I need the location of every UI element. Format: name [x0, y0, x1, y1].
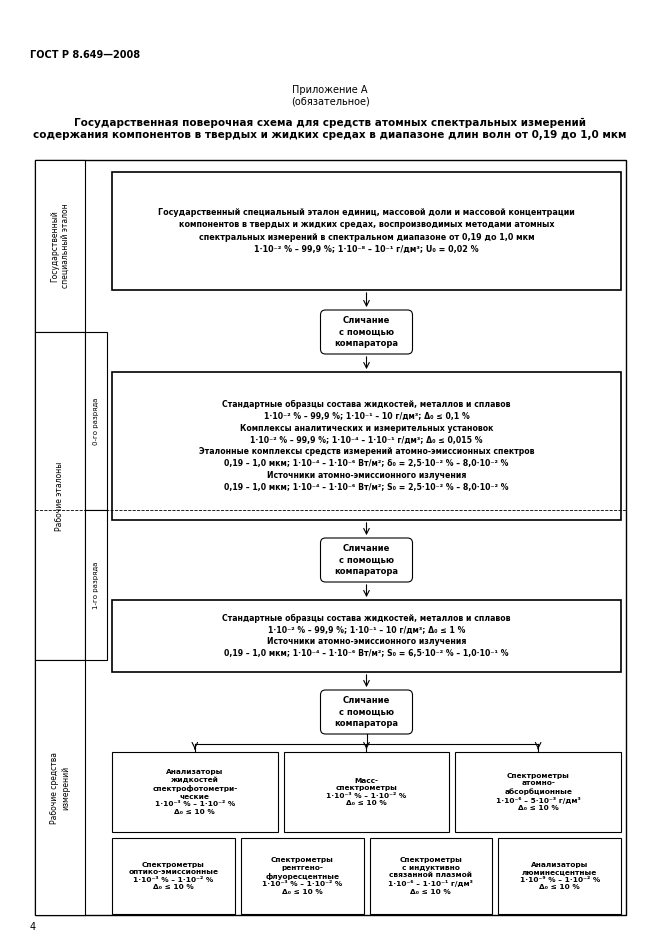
Text: Сличание
с помощью
компаратора: Сличание с помощью компаратора — [334, 316, 399, 347]
Bar — [35, 332, 85, 660]
Text: Спектрометры
с индуктивно
связанной плазмой
1·10⁻⁶ – 1·10⁻¹ г/дм³
Δ₀ ≤ 10 %: Спектрометры с индуктивно связанной плаз… — [389, 857, 473, 895]
Text: Рабочие эталоны: Рабочие эталоны — [56, 461, 65, 531]
Text: Анализаторы
люминесцентные
1·10⁻⁹ % – 1·10⁻² %
Δ₀ ≤ 10 %: Анализаторы люминесцентные 1·10⁻⁹ % – 1·… — [520, 862, 600, 890]
Bar — [35, 660, 85, 915]
FancyBboxPatch shape — [321, 310, 412, 354]
Bar — [112, 600, 621, 672]
Bar — [369, 838, 492, 914]
Text: Спектрометры
рентгено-
флуоресцентные
1·10⁻³ % – 1·10⁻² %
Δ₀ ≤ 10 %: Спектрометры рентгено- флуоресцентные 1·… — [262, 857, 342, 895]
FancyBboxPatch shape — [321, 538, 412, 582]
Bar — [85, 332, 107, 510]
Bar — [35, 160, 85, 332]
Text: Анализаторы
жидкостей
спектрофотометри-
ческие
1·10⁻³ % – 1·10⁻² %
Δ₀ ≤ 10 %: Анализаторы жидкостей спектрофотометри- … — [152, 769, 237, 814]
Text: Масс-
спектрометры
1·10⁻³ % – 1·10⁻² %
Δ₀ ≤ 10 %: Масс- спектрометры 1·10⁻³ % – 1·10⁻² % Δ… — [327, 778, 407, 806]
Text: Рабочие средства
измерений: Рабочие средства измерений — [50, 752, 70, 824]
Text: Спектрометры
оптико-эмиссионные
1·10⁻³ % – 1·10⁻² %
Δ₀ ≤ 10 %: Спектрометры оптико-эмиссионные 1·10⁻³ %… — [128, 862, 218, 890]
Text: (обязательное): (обязательное) — [291, 97, 369, 107]
Text: 0-го разряда: 0-го разряда — [93, 397, 99, 445]
Bar — [85, 510, 107, 660]
Text: Приложение А: Приложение А — [292, 85, 368, 95]
Text: Государственная поверочная схема для средств атомных спектральных измерений: Государственная поверочная схема для сре… — [74, 118, 586, 128]
Text: Спектрометры
атомно-
абсорбционные
1·10⁻⁶ – 5·10⁻³ г/дм³
Δ₀ ≤ 10 %: Спектрометры атомно- абсорбционные 1·10⁻… — [496, 773, 580, 812]
Text: Стандартные образцы состава жидкостей, металлов и сплавов
1·10⁻² % – 99,9 %; 1·1: Стандартные образцы состава жидкостей, м… — [199, 401, 534, 491]
Text: Сличание
с помощью
компаратора: Сличание с помощью компаратора — [334, 545, 399, 576]
Bar — [498, 838, 621, 914]
Text: 4: 4 — [30, 922, 36, 932]
Text: 1-го разряда: 1-го разряда — [93, 562, 99, 608]
Text: ГОСТ Р 8.649—2008: ГОСТ Р 8.649—2008 — [30, 50, 140, 60]
Bar — [241, 838, 364, 914]
Text: Стандартные образцы состава жидкостей, металлов и сплавов
1·10⁻² % – 99,9 %; 1·1: Стандартные образцы состава жидкостей, м… — [222, 614, 511, 658]
Text: Сличание
с помощью
компаратора: Сличание с помощью компаратора — [334, 696, 399, 727]
Bar — [112, 752, 278, 832]
Bar — [112, 172, 621, 290]
Text: Государственный специальный эталон единиц, массовой доли и массовой концентрации: Государственный специальный эталон едини… — [158, 208, 575, 255]
Bar — [35, 160, 626, 915]
Bar — [112, 372, 621, 520]
FancyBboxPatch shape — [321, 690, 412, 734]
Bar — [284, 752, 449, 832]
Bar — [455, 752, 621, 832]
Bar — [112, 838, 235, 914]
Text: Государственный
специальный эталон: Государственный специальный эталон — [50, 204, 70, 288]
Text: содержания компонентов в твердых и жидких средах в диапазоне длин волн от 0,19 д: содержания компонентов в твердых и жидки… — [33, 130, 627, 140]
